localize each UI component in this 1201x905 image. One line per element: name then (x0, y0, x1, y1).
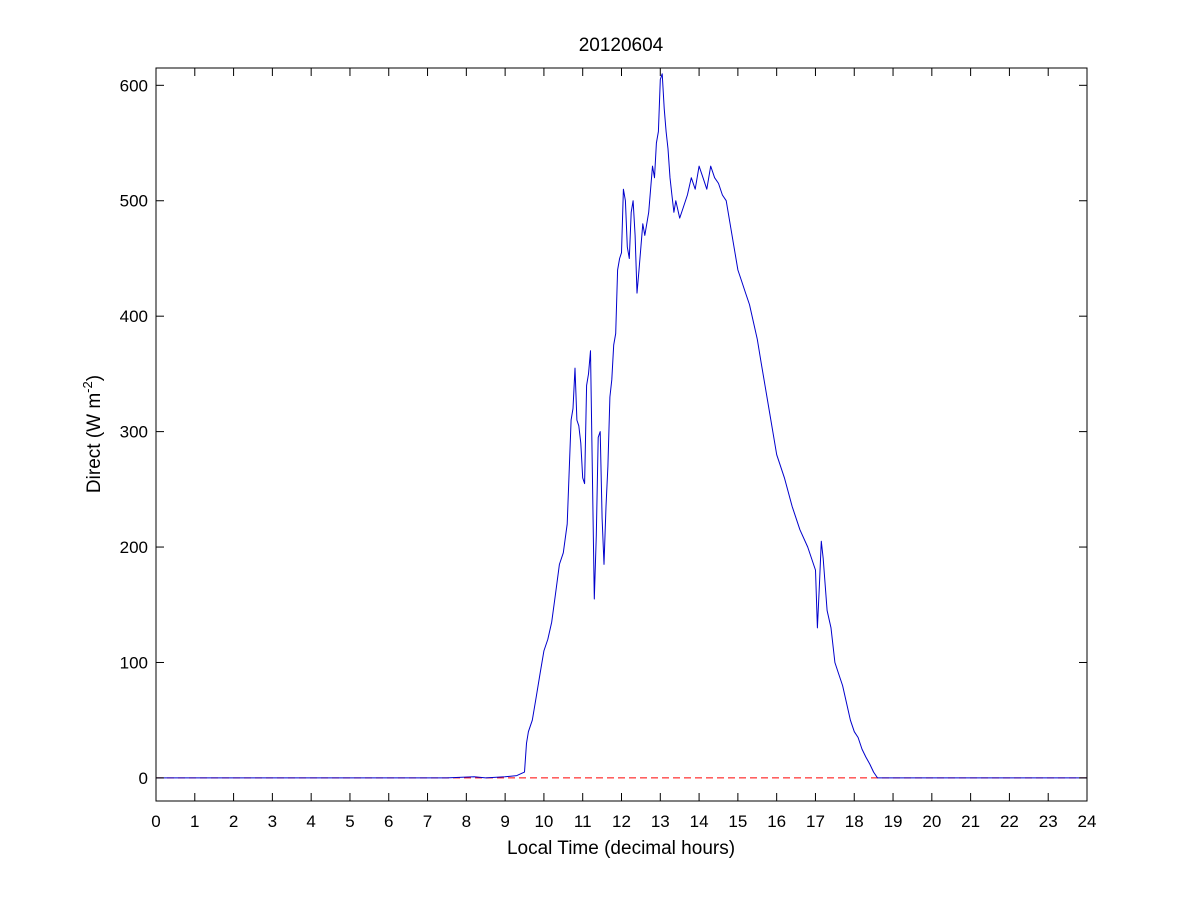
x-tick-label: 24 (1078, 812, 1097, 831)
x-tick-label: 23 (1039, 812, 1058, 831)
x-tick-label: 11 (574, 812, 592, 831)
y-tick-label: 300 (120, 423, 148, 442)
x-tick-label: 14 (690, 812, 709, 831)
x-tick-label: 16 (767, 812, 786, 831)
y-axis-ticks: 0 100 200 300 400 500 600 (120, 76, 1087, 788)
y-tick-label: 400 (120, 307, 148, 326)
chart-title: 20120604 (579, 35, 664, 56)
x-tick-label: 21 (961, 812, 980, 831)
y-tick-label: 0 (139, 769, 148, 788)
y-axis-title-close: ) (84, 375, 105, 381)
y-axis-title-main: Direct (W m (84, 393, 105, 493)
x-tick-label: 4 (306, 812, 315, 831)
x-axis-title: Local Time (decimal hours) (507, 838, 735, 859)
x-tick-label: 19 (884, 812, 903, 831)
x-tick-label: 17 (806, 812, 825, 831)
y-tick-label: 500 (120, 192, 148, 211)
x-tick-label: 5 (345, 812, 354, 831)
plot-area (156, 68, 1087, 801)
x-tick-label: 12 (612, 812, 631, 831)
y-tick-label: 100 (120, 653, 148, 672)
x-tick-label: 3 (268, 812, 277, 831)
x-tick-label: 22 (1000, 812, 1019, 831)
x-tick-label: 10 (534, 812, 553, 831)
y-axis-title-superscript: -2 (80, 381, 95, 393)
series-layer (156, 73, 1087, 779)
x-tick-label: 15 (728, 812, 747, 831)
x-axis-ticks: 0 1 2 3 4 5 6 7 8 9 10 11 12 13 14 15 16 17 18 19 20 21 22 23 24 (151, 68, 1096, 831)
x-tick-label: 20 (922, 812, 941, 831)
x-tick-label: 9 (500, 812, 509, 831)
y-tick-label: 200 (120, 538, 148, 557)
x-tick-label: 13 (651, 812, 670, 831)
x-tick-label: 18 (845, 812, 864, 831)
x-tick-label: 6 (384, 812, 393, 831)
series-line-0 (156, 73, 1087, 779)
y-axis-title: Direct (W m-2) (80, 375, 105, 493)
y-tick-label: 600 (120, 76, 148, 95)
x-tick-label: 7 (423, 812, 432, 831)
x-tick-label: 8 (462, 812, 471, 831)
x-tick-label: 1 (190, 812, 199, 831)
x-tick-label: 2 (229, 812, 238, 831)
x-tick-label: 0 (151, 812, 160, 831)
